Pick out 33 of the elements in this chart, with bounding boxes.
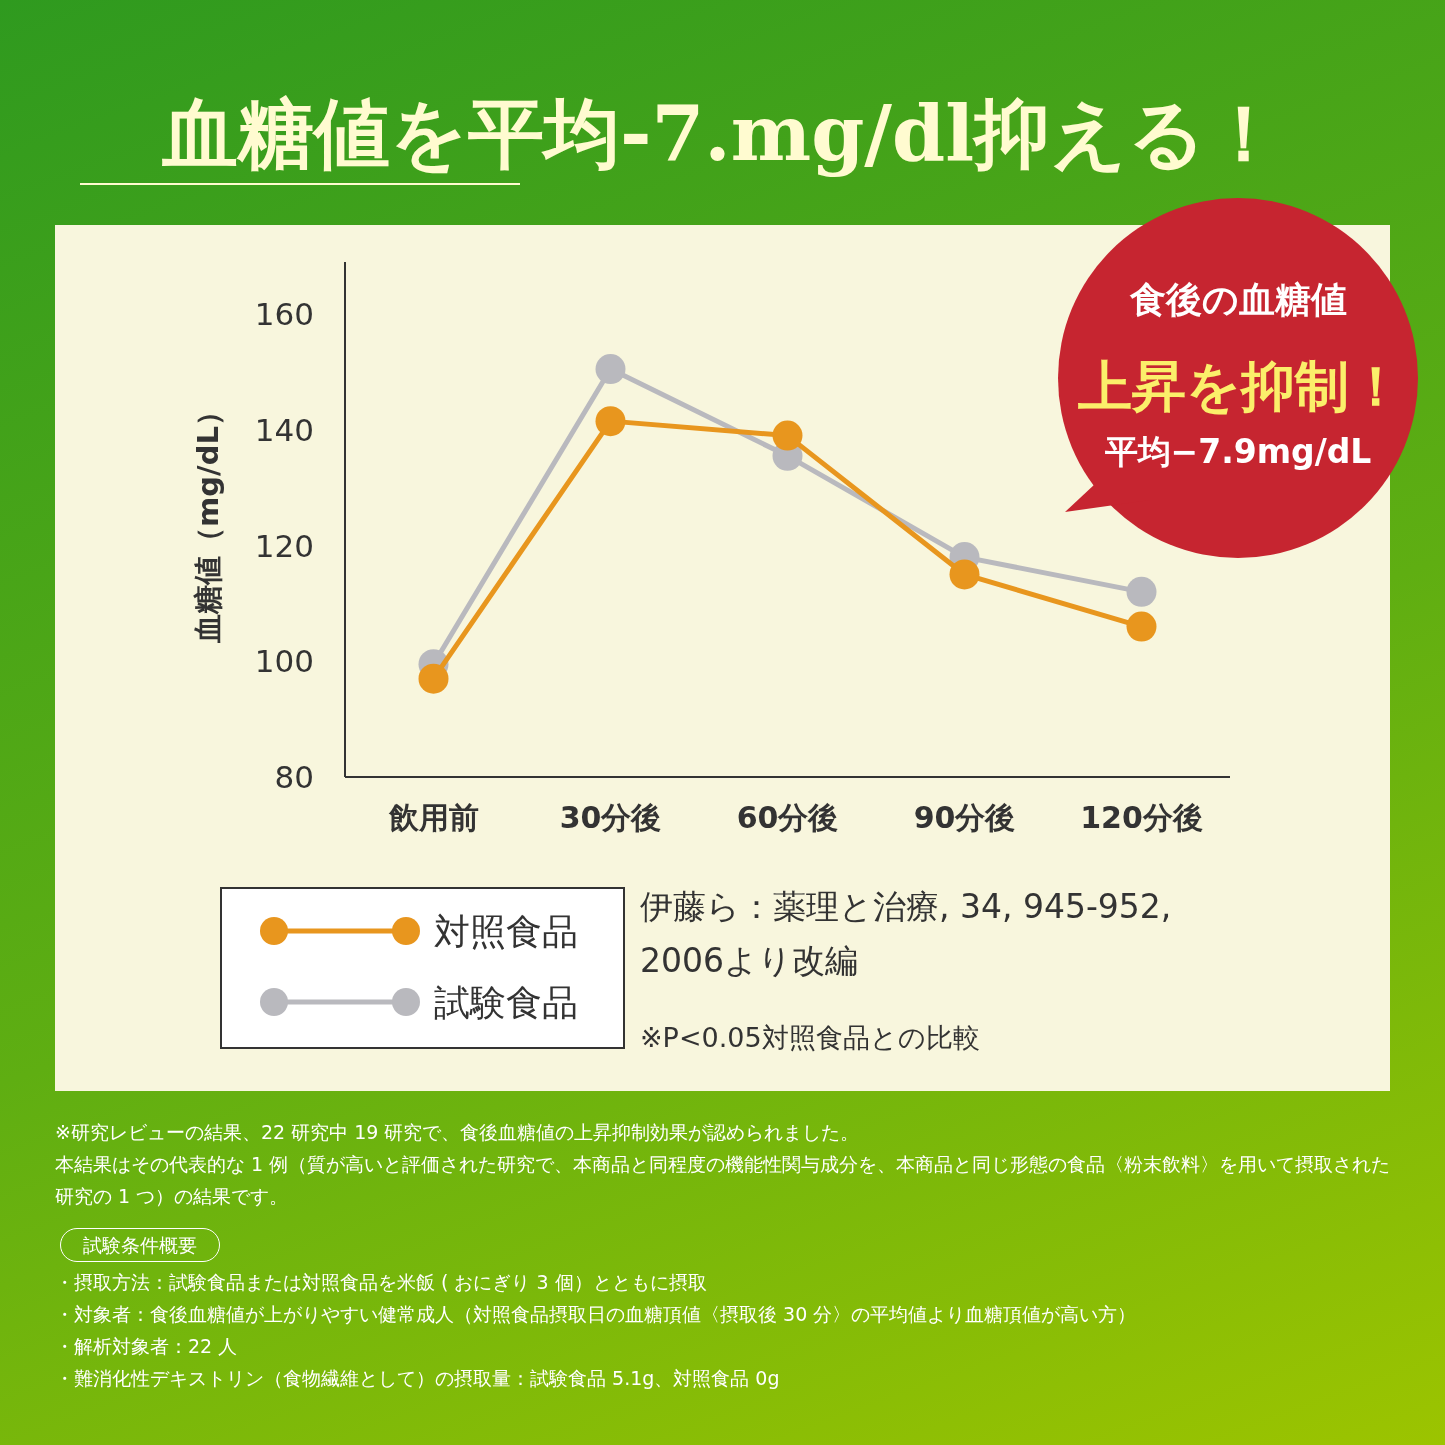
point <box>595 354 626 385</box>
text: ※P<0.05対照食品との比較 <box>640 1021 981 1055</box>
text: ・対象者：食後血糖値が上がりやすい健常成人（対照食品摂取日の血糖頂値〈摂取後 30 分〉の平均値より血糖頂値が高い方） <box>55 1302 1138 1327</box>
y-tick-label: 80 <box>274 759 314 795</box>
point <box>949 559 980 590</box>
x-tick-label: 30分後 <box>559 800 662 835</box>
point <box>1126 611 1157 642</box>
text: ・摂取方法：試験食品または対照食品を米飯 ( おにぎり 3 個）とともに摂取 <box>55 1270 708 1295</box>
annotation: 上昇を抑制！ <box>1077 355 1403 418</box>
x-tick-label: 120分後 <box>1080 800 1203 835</box>
y-tick-label: 120 <box>254 527 314 564</box>
point <box>418 663 449 694</box>
text: ※研究レビューの結果、22 研究中 19 研究で、食後血糖値の上昇抑制効果が認められました。 <box>55 1120 861 1145</box>
text: 試験条件概要 <box>60 1228 220 1262</box>
y-axis-title: 血糖値（mg/dL） <box>191 397 225 644</box>
point <box>1126 576 1157 607</box>
x-tick-label: 飲用前 <box>387 800 479 835</box>
y-tick-label: 140 <box>254 411 314 448</box>
point <box>595 406 626 437</box>
point <box>772 420 803 451</box>
y-tick-label: 160 <box>254 296 314 333</box>
text: 伊藤ら：薬理と治療, 34, 945-952, 2006より改編 <box>640 886 1173 982</box>
chart-title: 血糖値を平均-7.mg/dl抑える！ <box>160 89 1283 178</box>
annotation: 平均−7.9mg/dL <box>1103 432 1372 471</box>
x-tick-label: 90分後 <box>913 800 1016 835</box>
x-tick-label: 60分後 <box>736 800 839 835</box>
legend-label: 試験食品 <box>434 982 578 1023</box>
legend-label: 対照食品 <box>434 911 578 952</box>
text: 本結果はその代表的な 1 例（質が高いと評価された研究で、本商品と同程度の機能性関与成分を、本商品と同じ形態の食品〈粉末飲料〉を用いて摂取された研究の 1 つ）の結果です。 <box>55 1152 1392 1209</box>
y-tick-label: 100 <box>254 643 314 680</box>
annotation: 食後の血糖値 <box>1128 279 1347 320</box>
text: ・解析対象者：22 人 <box>55 1334 239 1359</box>
text: ・難消化性デキストリン（食物繊維として）の摂取量：試験食品 5.1g、対照食品 0g <box>55 1366 781 1391</box>
